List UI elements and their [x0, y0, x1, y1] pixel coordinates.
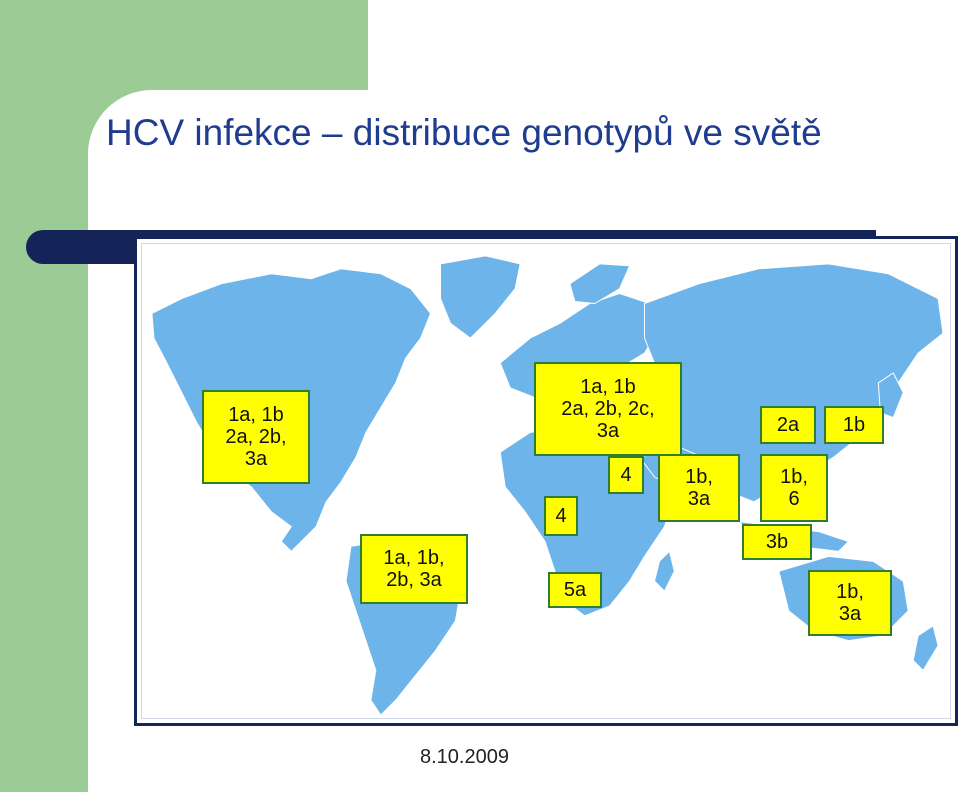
greenland-shape — [440, 255, 521, 339]
genotype-label-southeast-asia: 1b, 6 — [760, 454, 828, 522]
genotype-label-indonesia: 3b — [742, 524, 812, 560]
label-line: 2b, 3a — [386, 569, 442, 591]
genotype-label-japan: 1b — [824, 406, 884, 444]
label-line: 1a, 1b — [228, 404, 284, 426]
label-line: 4 — [555, 505, 567, 527]
genotype-label-west-africa: 4 — [544, 496, 578, 536]
slide-date: 8.10.2009 — [420, 746, 509, 768]
genotype-label-middle-east: 4 — [608, 456, 644, 494]
label-line: 1b, — [780, 466, 808, 488]
genotype-label-europe: 1a, 1b 2a, 2b, 2c, 3a — [534, 362, 682, 456]
label-line: 2a — [776, 414, 800, 436]
label-line: 1b, — [836, 581, 864, 603]
madagascar-shape — [653, 550, 675, 592]
label-line: 1a, 1b, — [383, 547, 445, 569]
new-zealand-shape — [912, 624, 939, 672]
label-line: 3b — [765, 531, 789, 553]
genotype-label-south-asia: 1b, 3a — [658, 454, 740, 522]
genotype-label-south-america: 1a, 1b, 2b, 3a — [360, 534, 468, 604]
label-line: 2a, 2b, 2c, — [561, 398, 655, 420]
genotype-label-north-america: 1a, 1b 2a, 2b, 3a — [202, 390, 310, 484]
scandinavia-shape — [569, 263, 631, 305]
label-line: 2a, 2b, — [225, 426, 287, 448]
label-line: 3a — [838, 603, 862, 625]
genotype-label-south-africa: 5a — [548, 572, 602, 608]
label-line: 3a — [596, 420, 620, 442]
label-line: 4 — [620, 464, 632, 486]
label-line: 6 — [788, 488, 800, 510]
label-line: 3a — [687, 488, 711, 510]
label-line: 1a, 1b — [580, 376, 636, 398]
label-line: 1b, — [685, 466, 713, 488]
genotype-label-australia: 1b, 3a — [808, 570, 892, 636]
genotype-label-china: 2a — [760, 406, 816, 444]
label-line: 3a — [244, 448, 268, 470]
page-title: HCV infekce – distribuce genotypů ve svě… — [106, 112, 822, 153]
label-line: 1b — [842, 414, 866, 436]
label-line: 5a — [563, 579, 587, 601]
